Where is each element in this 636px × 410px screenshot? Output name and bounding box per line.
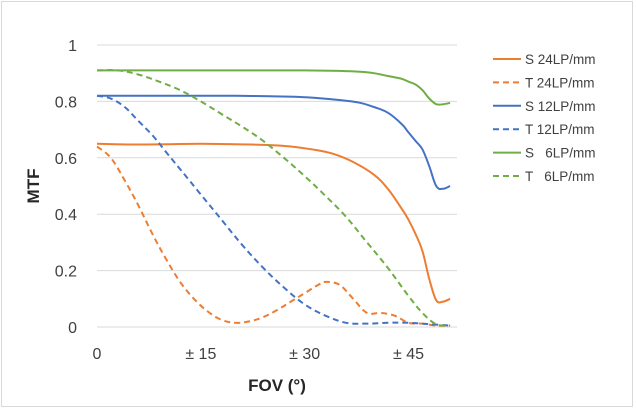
series-line bbox=[97, 69, 451, 106]
x-tick-label: ± 45 bbox=[393, 346, 424, 363]
series-line bbox=[97, 94, 451, 190]
series-line bbox=[96, 145, 451, 327]
legend-label: S 6LP/mm bbox=[525, 146, 596, 161]
x-tick-label: 0 bbox=[93, 346, 102, 363]
x-tick-label: ± 15 bbox=[185, 346, 216, 363]
series-line bbox=[96, 94, 451, 327]
y-tick-label: 0 bbox=[68, 320, 77, 337]
legend-label: T 6LP/mm bbox=[525, 169, 595, 184]
y-tick-label: 0.4 bbox=[55, 207, 77, 224]
series-line bbox=[96, 142, 451, 304]
legend-label: T 12LP/mm bbox=[525, 122, 595, 137]
y-tick-label: 1 bbox=[68, 38, 77, 55]
y-tick-label: 0.6 bbox=[55, 151, 77, 168]
legend-label: T 24LP/mm bbox=[525, 75, 595, 90]
series-line bbox=[96, 69, 451, 327]
y-axis-title: MTF bbox=[24, 169, 43, 204]
legend-label: S 24LP/mm bbox=[525, 52, 596, 67]
y-tick-label: 0.8 bbox=[55, 94, 77, 111]
x-axis-title: FOV (°) bbox=[248, 376, 306, 395]
y-tick-label: 0.2 bbox=[55, 264, 77, 281]
x-tick-label: ± 30 bbox=[289, 346, 320, 363]
legend-label: S 12LP/mm bbox=[525, 99, 596, 114]
